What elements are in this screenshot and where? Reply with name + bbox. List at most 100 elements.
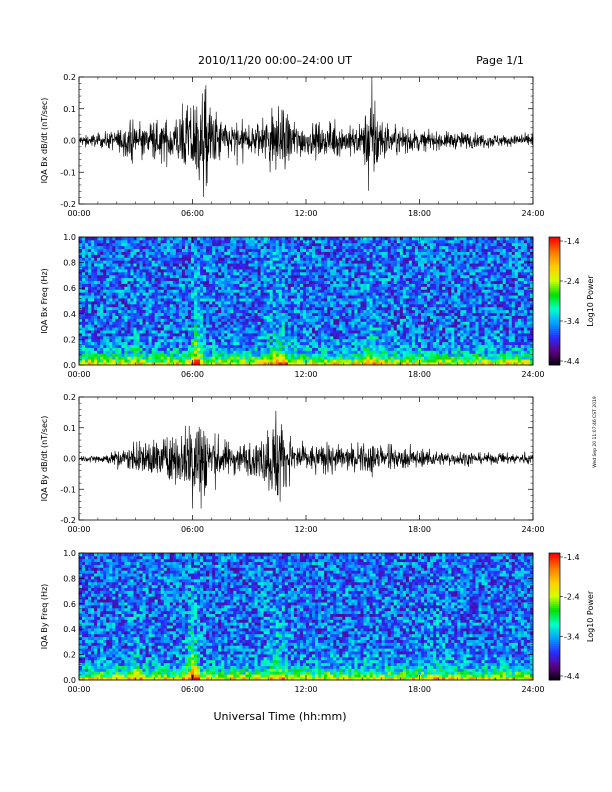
heatmap-cell: [124, 347, 128, 351]
heatmap-cell: [284, 335, 289, 340]
heatmap-cell: [269, 269, 274, 273]
heatmap-cell: [372, 347, 377, 351]
heatmap-cell: [381, 309, 386, 314]
heatmap-cell: [396, 260, 401, 264]
heatmap-cell: [408, 254, 413, 258]
heatmap-cell: [360, 286, 364, 290]
heatmap-cell: [154, 315, 159, 319]
heatmap-cell: [115, 353, 119, 357]
heatmap-cell: [163, 245, 168, 250]
heatmap-cell: [139, 341, 143, 346]
heatmap-cell: [299, 245, 304, 250]
heatmap-cell: [118, 254, 122, 258]
heatmap-cell: [187, 347, 192, 351]
heatmap-cell: [236, 286, 240, 290]
heatmap-cell: [306, 330, 310, 334]
heatmap-cell: [299, 257, 304, 261]
heatmap-cell: [306, 242, 310, 247]
heatmap-cell: [257, 312, 261, 316]
heatmap-cell: [115, 242, 119, 247]
heatmap-cell: [200, 356, 204, 360]
heatmap-cell: [266, 274, 271, 279]
heatmap-cell: [190, 269, 195, 273]
heatmap-cell: [263, 274, 268, 279]
heatmap-cell: [166, 333, 171, 337]
heatmap-cell: [345, 318, 349, 322]
heatmap-cell: [127, 362, 131, 366]
heatmap-cell: [197, 274, 201, 279]
heatmap-cell: [145, 254, 150, 258]
heatmap-cell: [269, 324, 274, 328]
heatmap-cell: [402, 271, 407, 276]
heatmap-cell: [203, 283, 207, 287]
heatmap-cell: [260, 251, 265, 255]
heatmap-cell: [212, 330, 216, 334]
heatmap-cell: [154, 362, 159, 366]
heatmap-cell: [408, 263, 413, 267]
heatmap-cell: [251, 301, 255, 305]
heatmap-cell: [348, 242, 352, 247]
heatmap-cell: [281, 344, 286, 348]
heatmap-cell: [293, 289, 298, 293]
heatmap-cell: [369, 245, 373, 250]
heatmap-cell: [393, 266, 398, 270]
heatmap-cell: [218, 315, 222, 319]
heatmap-cell: [118, 353, 122, 357]
heatmap-cell: [224, 347, 228, 351]
heatmap-cell: [112, 324, 116, 328]
heatmap-cell: [396, 330, 401, 334]
heatmap-cell: [260, 312, 265, 316]
heatmap-cell: [339, 312, 343, 316]
heatmap-cell: [275, 330, 280, 334]
heatmap-cell: [127, 327, 131, 331]
heatmap-cell: [224, 315, 228, 319]
heatmap-cell: [127, 321, 131, 325]
heatmap-cell: [203, 347, 207, 351]
heatmap-cell: [88, 286, 92, 290]
heatmap-cell: [284, 280, 289, 284]
heatmap-cell: [302, 289, 307, 293]
heatmap-cell: [203, 359, 207, 363]
heatmap-cell: [336, 318, 340, 322]
heatmap-cell: [157, 306, 162, 311]
heatmap-cell: [127, 266, 131, 270]
heatmap-cell: [396, 359, 401, 363]
heatmap-cell: [345, 263, 349, 267]
heatmap-cell: [387, 306, 392, 311]
heatmap-cell: [160, 283, 165, 287]
heatmap-cell: [157, 251, 162, 255]
heatmap-cell: [302, 283, 307, 287]
heatmap-cell: [354, 321, 358, 325]
heatmap-cell: [260, 327, 265, 331]
heatmap-cell: [260, 295, 265, 299]
heatmap-cell: [360, 321, 364, 325]
heatmap-cell: [215, 289, 219, 293]
heatmap-cell: [215, 356, 219, 360]
heatmap-cell: [369, 309, 373, 314]
heatmap-cell: [357, 315, 361, 319]
heatmap-cell: [269, 306, 274, 311]
heatmap-cell: [94, 362, 98, 366]
heatmap-cell: [302, 298, 307, 302]
heatmap-cell: [103, 347, 107, 351]
heatmap-cell: [299, 303, 304, 308]
heatmap-cell: [112, 330, 116, 334]
heatmap-cell: [169, 242, 174, 247]
heatmap-cell: [130, 359, 134, 363]
heatmap-cell: [233, 286, 237, 290]
heatmap-cell: [163, 309, 168, 314]
heatmap-cell: [172, 315, 177, 319]
heatmap-cell: [100, 338, 104, 343]
heatmap-cell: [333, 341, 337, 346]
heatmap-cell: [109, 318, 113, 322]
heatmap-cell: [181, 280, 186, 284]
heatmap-cell: [142, 263, 146, 267]
heatmap-cell: [381, 251, 386, 255]
heatmap-cell: [390, 257, 395, 261]
heatmap-cell: [375, 254, 380, 258]
heatmap-cell: [103, 248, 107, 252]
heatmap-cell: [275, 274, 280, 279]
heatmap-cell: [257, 338, 261, 343]
heatmap-cell: [115, 248, 119, 252]
heatmap-cell: [402, 321, 407, 325]
